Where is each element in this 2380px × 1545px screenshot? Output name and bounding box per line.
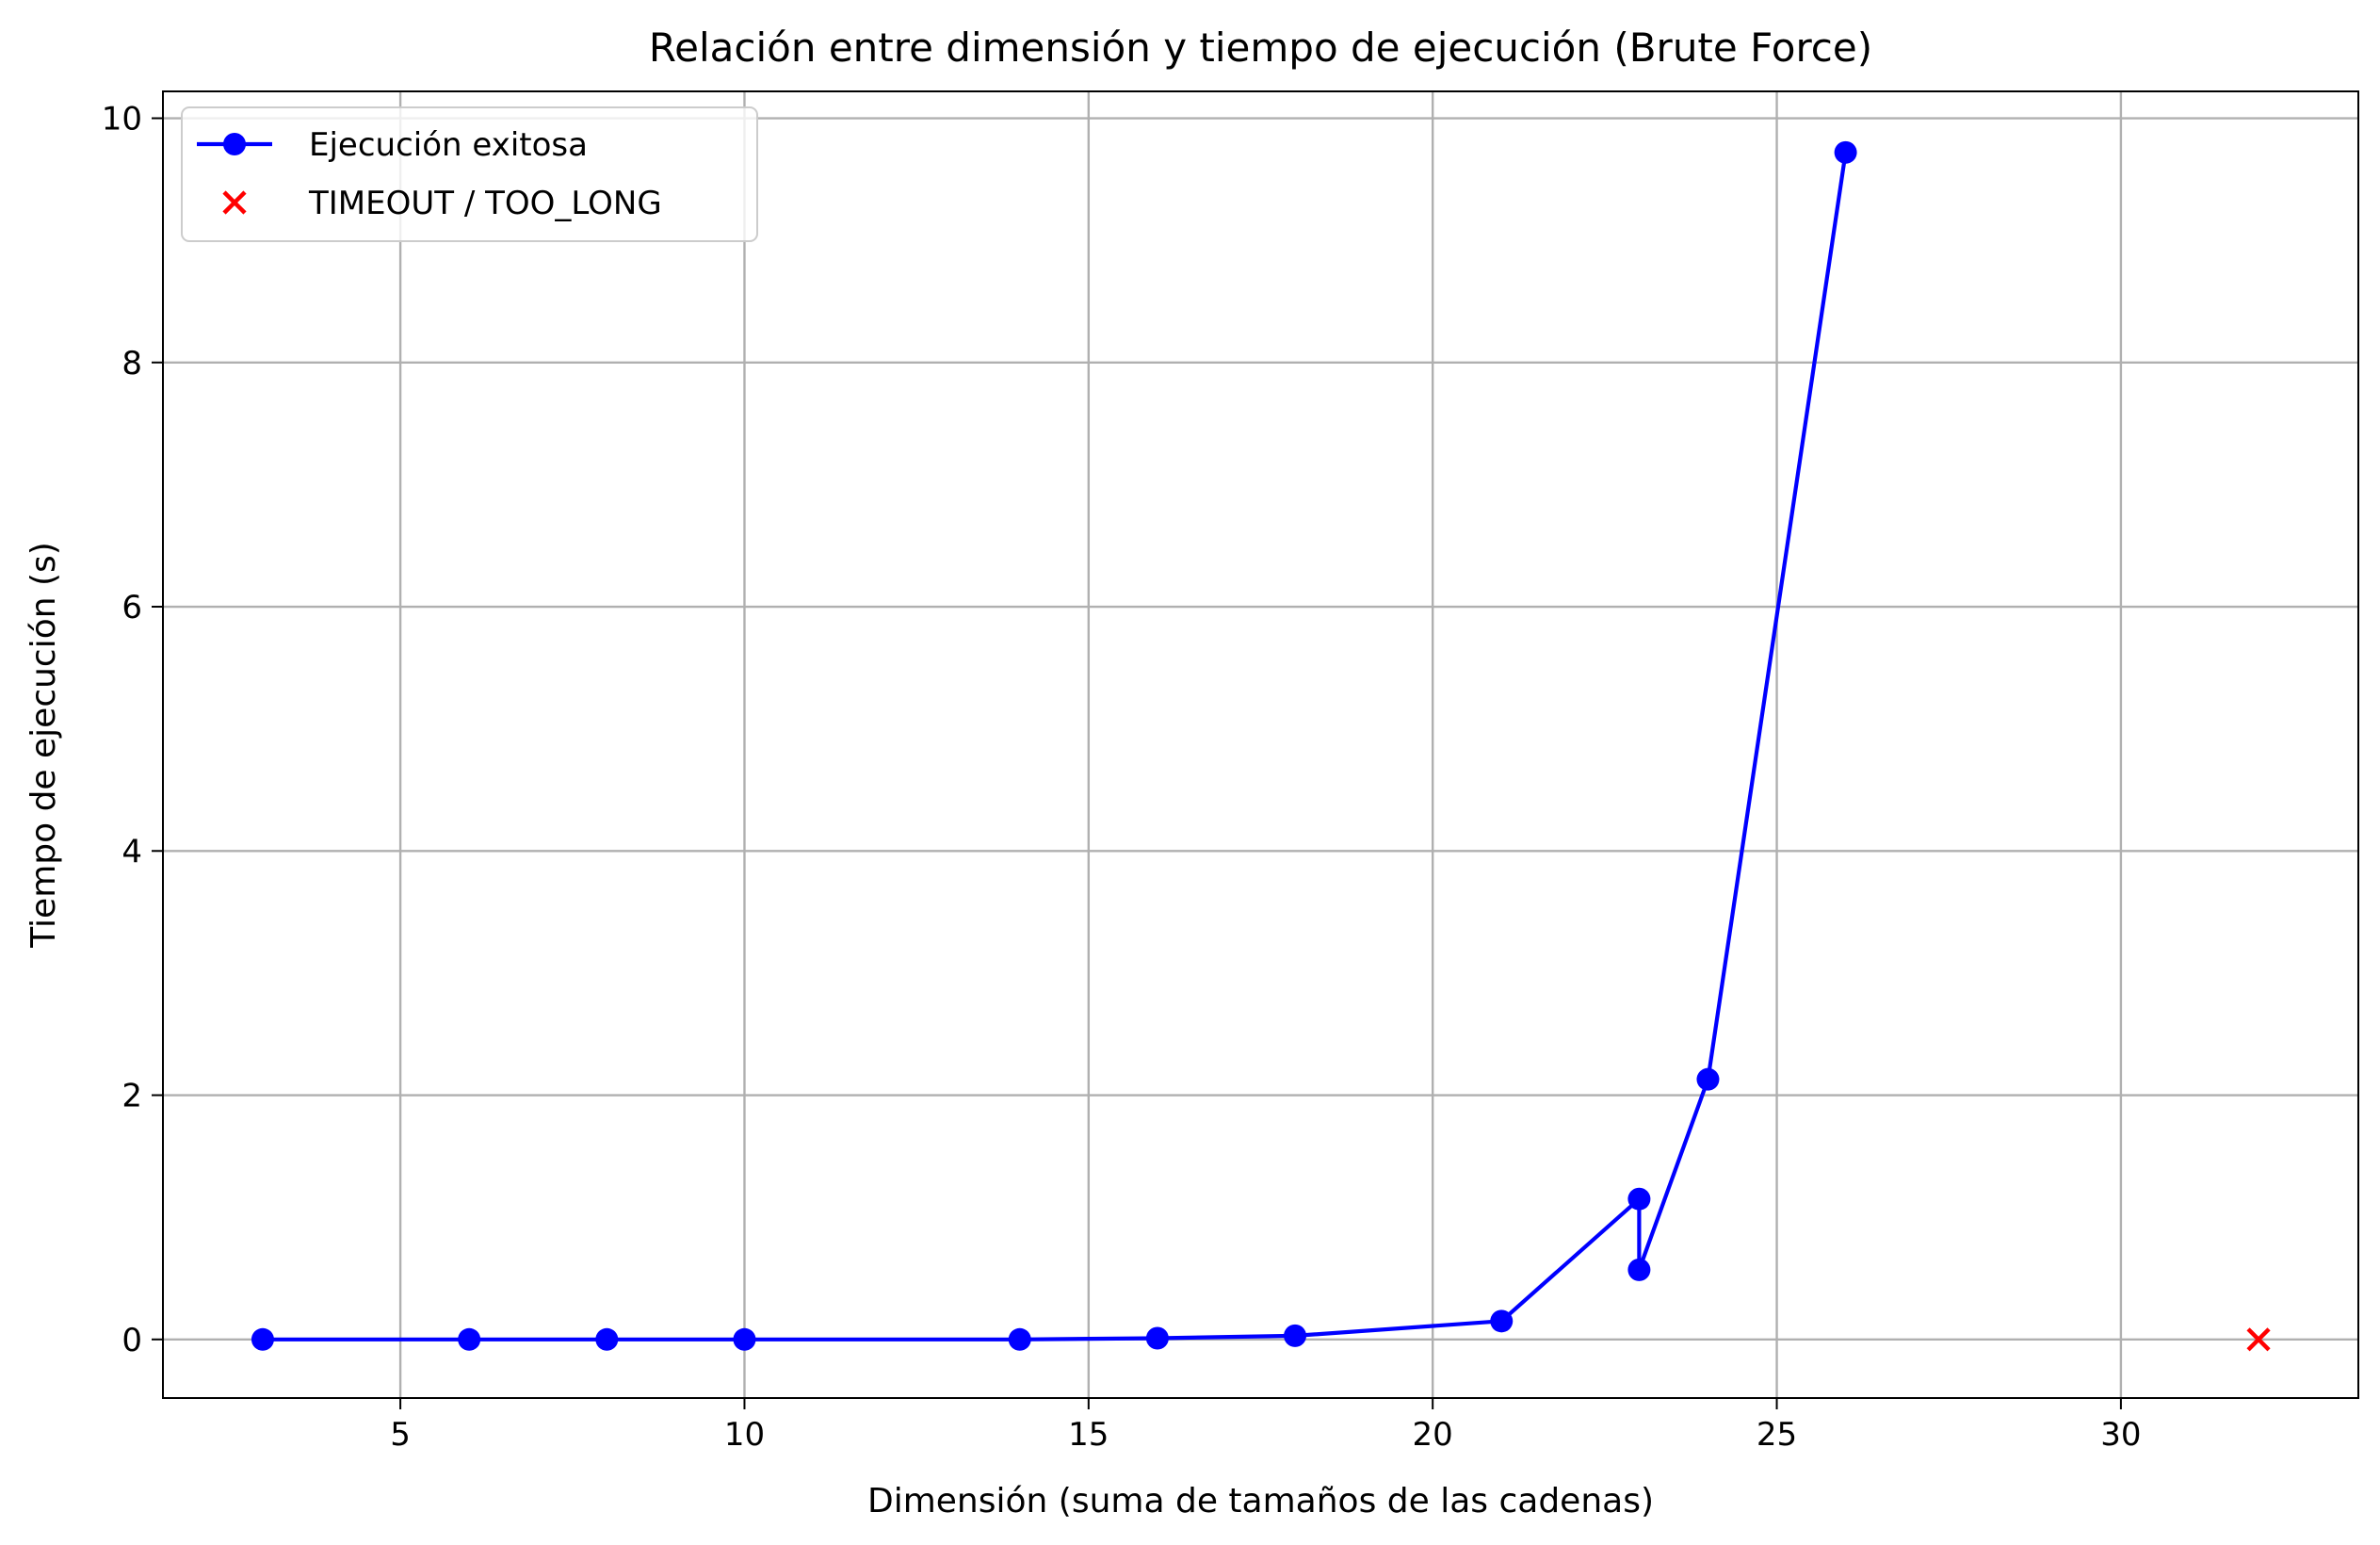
legend-marker [223,133,246,155]
x-tick-label: 10 [724,1416,765,1454]
legend: Ejecución exitosa TIMEOUT / TOO_LONG [181,106,758,242]
data-point [458,1327,481,1351]
legend-label: TIMEOUT / TOO_LONG [308,185,662,222]
x-tick-label: 20 [1413,1416,1453,1454]
x-axis-label: Dimensión (suma de tamaños de las cadena… [867,1482,1654,1521]
data-point [733,1327,756,1351]
grid [163,91,2358,1398]
x-tick-label: 30 [2100,1416,2141,1454]
data-point [1834,140,1857,164]
data-point [251,1327,274,1351]
legend-label: Ejecución exitosa [309,126,588,164]
x-axis-ticks: 5 10 15 20 25 30 [390,1398,2142,1454]
y-axis-label: Tiempo de ejecución (s) [24,542,63,949]
x-tick-label: 15 [1068,1416,1109,1454]
timeout-marker [2246,1327,2271,1352]
chart-title: Relación entre dimensión y tiempo de eje… [649,24,1872,71]
data-point [1145,1326,1169,1350]
x-tick-label: 25 [1757,1416,1797,1454]
series-line-0 [263,152,1848,1342]
data-point [1284,1324,1307,1347]
y-tick-label: 10 [102,101,142,138]
series-layer [251,140,2271,1352]
data-point [1627,1258,1651,1281]
data-point [1008,1327,1031,1351]
data-point [1490,1309,1514,1333]
y-tick-label: 4 [121,833,142,870]
y-tick-label: 8 [121,345,142,382]
data-point [595,1327,619,1351]
x-tick-label: 5 [390,1416,411,1454]
y-axis-ticks: 0 2 4 6 8 10 [102,101,163,1359]
legend-marker [222,190,247,215]
y-tick-label: 2 [121,1078,142,1115]
data-point [1627,1187,1651,1211]
data-point [1696,1067,1720,1091]
legend-box [181,106,758,242]
y-tick-label: 6 [121,589,142,626]
y-tick-label: 0 [121,1322,142,1359]
plot-frame [162,90,2359,1399]
